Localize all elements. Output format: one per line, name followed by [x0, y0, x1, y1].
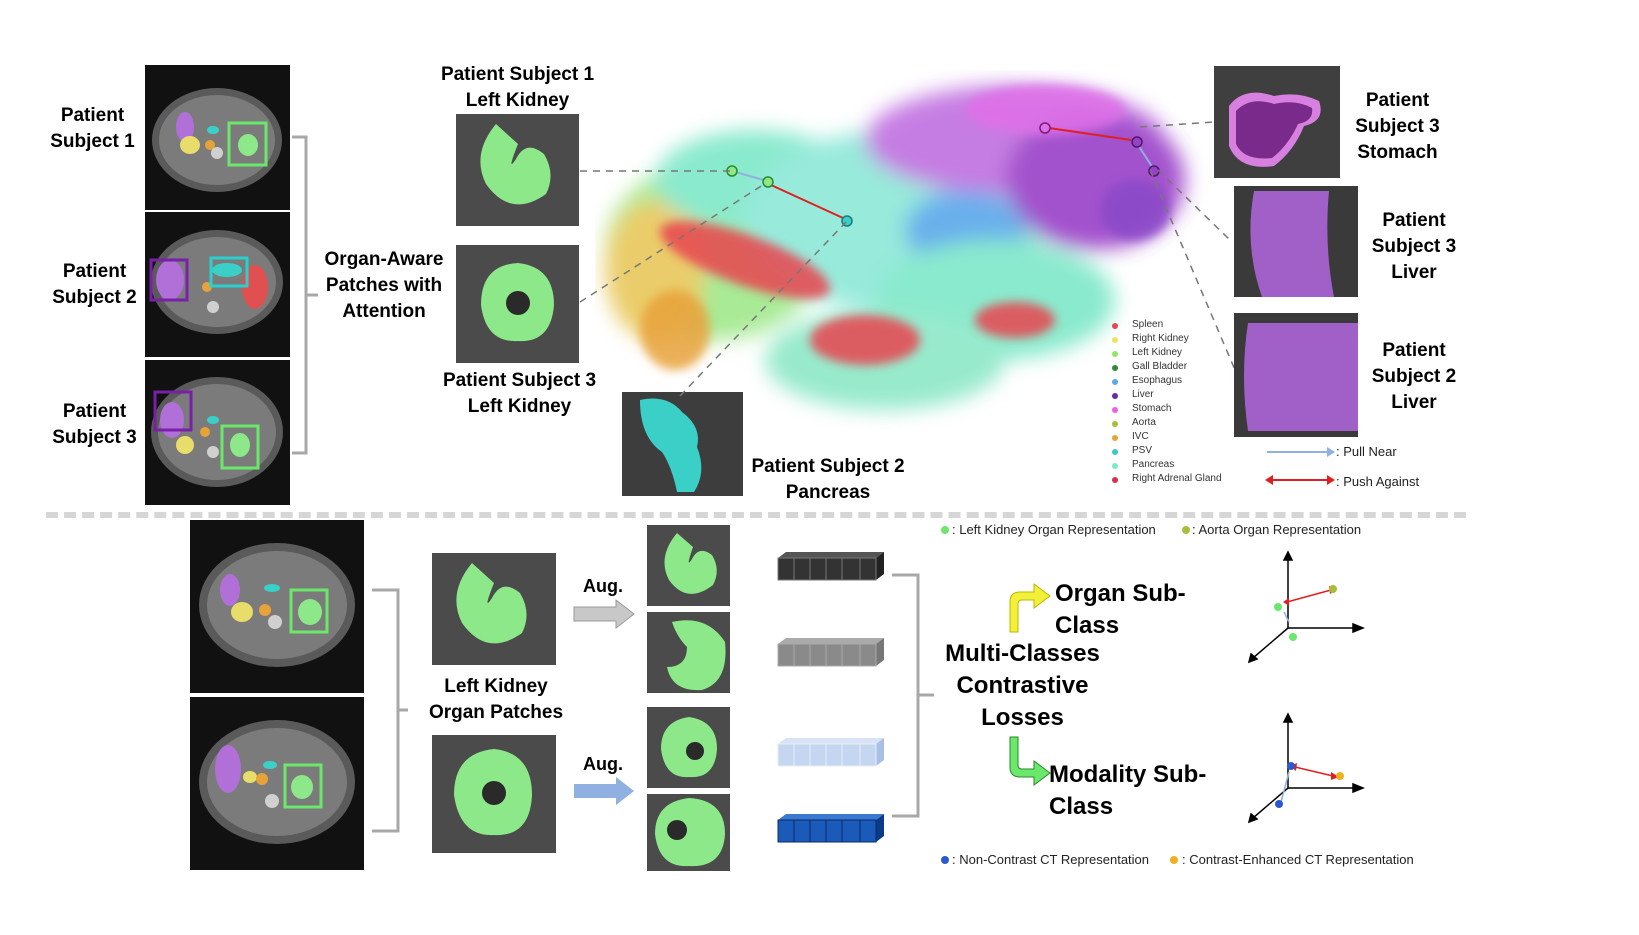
pancreas-patch-image [622, 392, 743, 496]
label-multi-classes-contrastive-losses: Multi-Classes Contrastive Losses [945, 640, 1100, 731]
label-patient-subject-2: Patient Subject 2 [52, 261, 137, 308]
label-aug-2: Aug. [583, 754, 623, 774]
label-modality-subclass: Modality Sub-Class [1049, 761, 1207, 820]
legend-push-against: : Push Against [1336, 474, 1420, 489]
legend-esophagus: Esophagus [1132, 375, 1183, 386]
legend-aorta-representation: : Aorta Organ Representation [1192, 522, 1362, 537]
aug-patch-image-2a [647, 707, 730, 788]
patch-subject-2-liver [1234, 313, 1358, 437]
ct-scan-bottom-2 [190, 697, 364, 870]
legend-right-adrenal-gland: Right Adrenal Gland [1132, 473, 1222, 484]
label-subject-3-liver: Patient Subject 3 Liver [1371, 210, 1457, 283]
bracket-bottom-left [372, 588, 408, 833]
label-subject-3-stomach: Patient Subject 3 Stomach [1355, 90, 1440, 163]
label-patient-subject-3: Patient Subject 3 [52, 401, 137, 448]
patch-subject-3-stomach [1214, 66, 1340, 178]
ct-scan-subject-2 [145, 212, 290, 357]
label-patient-subject-1: Patient Subject 1 [50, 105, 135, 152]
pull-push-legend-arrows [1265, 447, 1335, 485]
label-patch-subject-1-left-kidney: Patient Subject 1 Left Kidney [440, 64, 595, 111]
legend-pull-near: : Pull Near [1336, 444, 1397, 459]
feature-vectors [777, 552, 884, 843]
legend-stomach: Stomach [1132, 403, 1172, 414]
aug-patch-2b [647, 794, 730, 871]
legend-psv: PSV [1132, 445, 1153, 456]
bracket-top-left [292, 135, 318, 455]
legend-gall-bladder: Gall Bladder [1132, 361, 1188, 372]
lk-patch-image-1 [432, 553, 556, 665]
patch-left-kidney-1 [432, 553, 556, 665]
legend-left-kidney: Left Kidney [1132, 347, 1183, 358]
legend-liver: Liver [1132, 389, 1154, 400]
label-aug-1: Aug. [583, 576, 623, 596]
liver-patch-image-2 [1234, 313, 1358, 437]
ct-scan-subject-3-image [151, 377, 283, 487]
tsne-embedding-plot [605, 85, 1185, 410]
aug-arrow-blue [574, 777, 634, 805]
patch-subject-2-pancreas [622, 392, 743, 496]
aug-patch-1b [647, 612, 730, 693]
legend-pancreas: Pancreas [1132, 459, 1175, 470]
label-subject-2-liver: Patient Subject 2 Liver [1371, 340, 1457, 413]
arrow-to-organ-subclass [1009, 583, 1051, 633]
stomach-patch-image [1214, 66, 1340, 178]
legend-spleen: Spleen [1132, 319, 1164, 330]
feature-vector-black [777, 552, 884, 581]
label-patch-subject-2-pancreas: Patient Subject 2 Pancreas [751, 456, 905, 503]
legend-ivc: IVC [1132, 431, 1149, 442]
legend-right-kidney: Right Kidney [1132, 333, 1189, 344]
patch-subject-1-left-kidney [456, 114, 579, 226]
modality-subclass-axes [1247, 712, 1366, 824]
legend-aorta: Aorta [1132, 417, 1156, 428]
bracket-bottom-right [892, 573, 934, 818]
organ-subclass-axes [1247, 550, 1366, 664]
label-left-kidney-organ-patches: Left Kidney Organ Patches [428, 676, 564, 723]
ct-scan-bottom-2-image [199, 720, 355, 844]
feature-vector-dark-blue [777, 814, 884, 843]
kidney-patch-image-1 [456, 114, 579, 226]
ct-scan-bottom-1 [190, 520, 364, 693]
label-organ-aware-patches: Organ-Aware Patches with Attention [324, 249, 444, 322]
arrow-to-modality-subclass [1009, 736, 1051, 786]
legend-non-contrast-ct: : Non-Contrast CT Representation [952, 852, 1150, 867]
ct-scan-subject-1-image [152, 88, 282, 192]
ct-scan-bottom-1-image [199, 543, 355, 667]
feature-vector-gray [777, 638, 884, 667]
ct-scan-subject-1 [145, 65, 290, 210]
patch-subject-3-left-kidney [456, 245, 579, 363]
ct-scan-subject-2-image [149, 230, 283, 334]
aug-patch-image-2b [647, 794, 730, 871]
label-patch-subject-3-left-kidney: Patient Subject 3 Left Kidney [442, 370, 597, 417]
liver-patch-image-1 [1234, 186, 1358, 297]
kidney-patch-image-2 [456, 245, 579, 363]
aug-arrow-gray [573, 598, 635, 630]
aug-patch-2a [647, 707, 730, 788]
legend-contrast-enhanced-ct: : Contrast-Enhanced CT Representation [1182, 852, 1414, 867]
aug-patch-1a [647, 525, 730, 606]
aug-patch-image-1b [647, 612, 730, 693]
feature-vector-light-blue [777, 738, 884, 767]
ct-scan-subject-3 [145, 360, 290, 505]
patch-subject-3-liver [1234, 186, 1358, 297]
legend-left-kidney-representation: : Left Kidney Organ Representation [952, 522, 1156, 537]
label-organ-subclass: Organ Sub-Class [1055, 580, 1186, 639]
patch-left-kidney-2 [432, 735, 556, 853]
section-divider [46, 512, 1466, 518]
lk-patch-image-2 [432, 735, 556, 853]
aug-patch-image-1a [647, 525, 730, 606]
